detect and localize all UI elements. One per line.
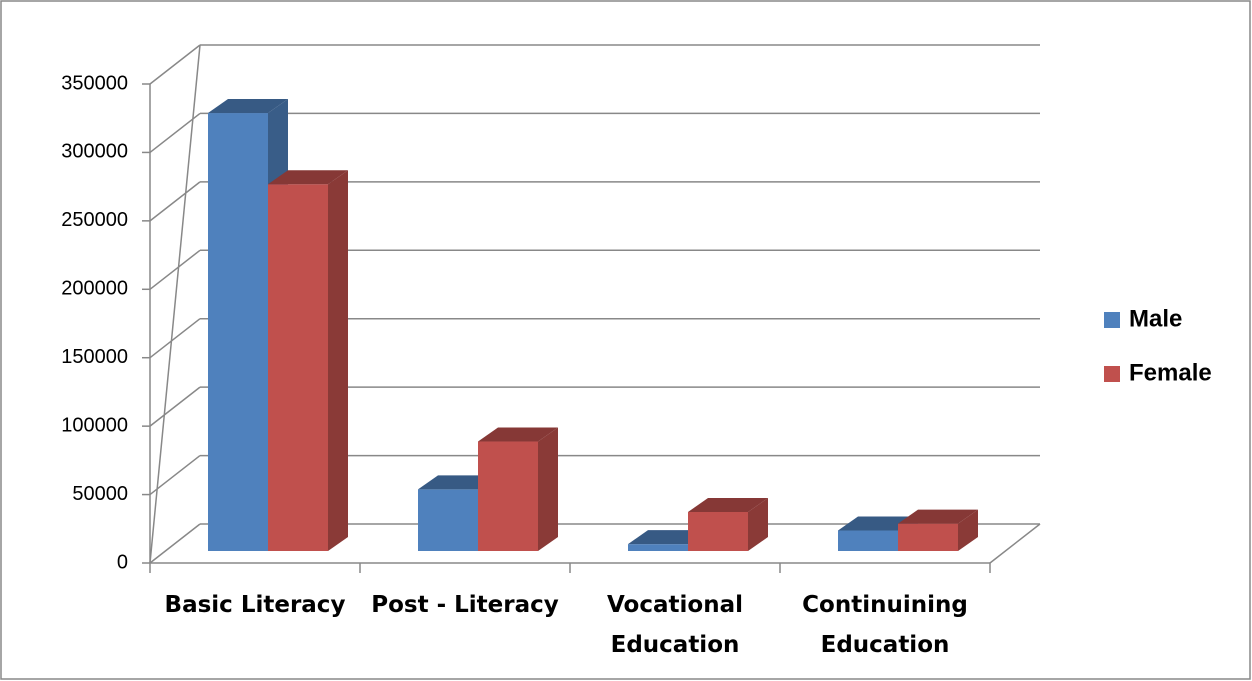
x-tick-label: Post - Literacy bbox=[371, 592, 559, 618]
y-tick-label: 50000 bbox=[72, 483, 128, 505]
bar bbox=[268, 170, 348, 552]
bar-front bbox=[478, 441, 538, 551]
grid-line bbox=[149, 454, 201, 496]
bar-top bbox=[478, 427, 558, 442]
bar-front bbox=[208, 113, 268, 552]
bar-front bbox=[688, 511, 748, 551]
y-tick-label: 250000 bbox=[61, 209, 128, 231]
bar-front bbox=[268, 184, 328, 552]
y-tick-label: 100000 bbox=[61, 414, 128, 436]
grid-line bbox=[149, 249, 201, 290]
grid-line bbox=[149, 386, 201, 427]
grid-line bbox=[149, 112, 201, 154]
legend-swatch bbox=[1104, 312, 1120, 328]
legend-swatch bbox=[1104, 366, 1120, 382]
bar-top bbox=[898, 509, 978, 524]
y-tick-label: 200000 bbox=[61, 278, 128, 300]
x-tick-label: Vocational Education bbox=[607, 592, 743, 658]
bar bbox=[898, 509, 978, 551]
bar-front bbox=[628, 544, 688, 551]
x-tick-label-box: Vocational Education bbox=[607, 592, 743, 658]
grid-line bbox=[149, 44, 201, 85]
y-tick-label: 0 bbox=[117, 551, 128, 573]
x-tick-label-box: Post - Literacy bbox=[371, 592, 559, 618]
floor-right bbox=[989, 523, 1041, 564]
bar-front bbox=[838, 530, 898, 551]
y-tick-label: 150000 bbox=[61, 346, 128, 368]
grid-line bbox=[149, 523, 201, 564]
bar-top bbox=[268, 170, 348, 185]
bar-side bbox=[748, 497, 768, 551]
x-tick-label-box: Basic Literacy bbox=[164, 592, 346, 618]
bar-side bbox=[328, 170, 348, 552]
bar-front bbox=[898, 523, 958, 551]
legend-label: Male bbox=[1129, 305, 1182, 332]
bar bbox=[688, 497, 768, 551]
bar-front bbox=[418, 489, 478, 551]
x-tick-label: Continuining Education bbox=[802, 592, 968, 658]
bar-side bbox=[538, 427, 558, 551]
y-tick-label: 350000 bbox=[61, 72, 128, 94]
axis-wall-left bbox=[149, 44, 201, 564]
x-tick-label: Basic Literacy bbox=[164, 592, 346, 618]
bar-top bbox=[208, 99, 288, 114]
bar-top bbox=[688, 497, 768, 512]
y-tick-label: 300000 bbox=[61, 141, 128, 163]
grid-line bbox=[149, 181, 201, 222]
bar-side bbox=[958, 509, 978, 551]
grid-line bbox=[149, 318, 201, 359]
x-tick-label-box: Continuining Education bbox=[802, 592, 968, 658]
bar bbox=[478, 427, 558, 551]
legend-label: Female bbox=[1129, 359, 1212, 386]
